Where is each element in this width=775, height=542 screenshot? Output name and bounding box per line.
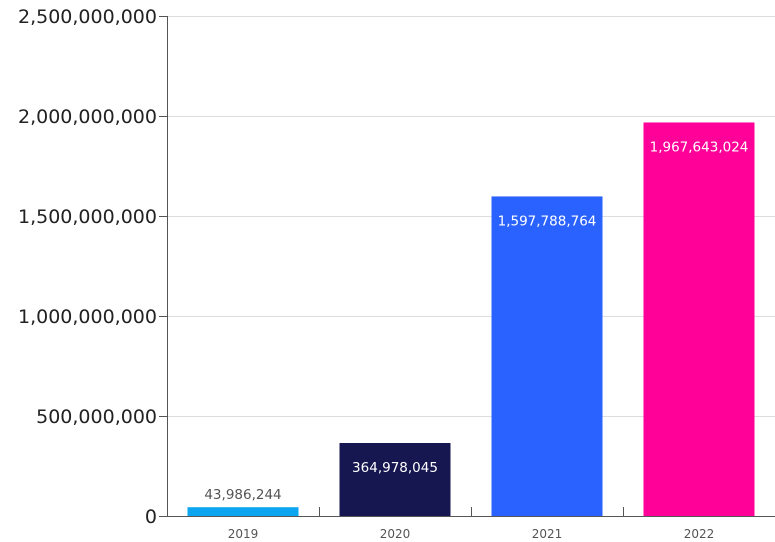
data-label-2020: 364,978,045 — [352, 460, 438, 476]
y-tick-label: 1,000,000,000 — [18, 306, 157, 328]
bar-2022 — [643, 122, 755, 516]
x-tick-label: 2019 — [228, 527, 259, 541]
x-tick-label: 2020 — [380, 527, 411, 541]
x-tick-label: 2022 — [684, 527, 715, 541]
data-label-2021: 1,597,788,764 — [498, 213, 597, 229]
bar-2020 — [339, 443, 451, 516]
y-axis-ticks: 0 500,000,000 1,000,000,000 1,500,000,000 2,… — [18, 6, 167, 528]
data-labels: 43,986,244 364,978,045 1,597,788,764 1,967,… — [204, 139, 748, 503]
y-tick-label: 0 — [145, 506, 157, 528]
bar-2021 — [491, 196, 603, 516]
data-label-2019: 43,986,244 — [204, 487, 281, 503]
y-tick-label: 1,500,000,000 — [18, 206, 157, 228]
y-tick-label: 2,000,000,000 — [18, 106, 157, 128]
x-axis: 2019 2020 2021 2022 — [167, 16, 775, 541]
y-tick-label: 2,500,000,000 — [18, 6, 157, 28]
bars — [187, 122, 755, 516]
x-tick-label: 2021 — [532, 527, 563, 541]
data-label-2022: 1,967,643,024 — [650, 139, 749, 155]
bar-2019 — [187, 507, 299, 516]
y-tick-label: 500,000,000 — [36, 406, 157, 428]
